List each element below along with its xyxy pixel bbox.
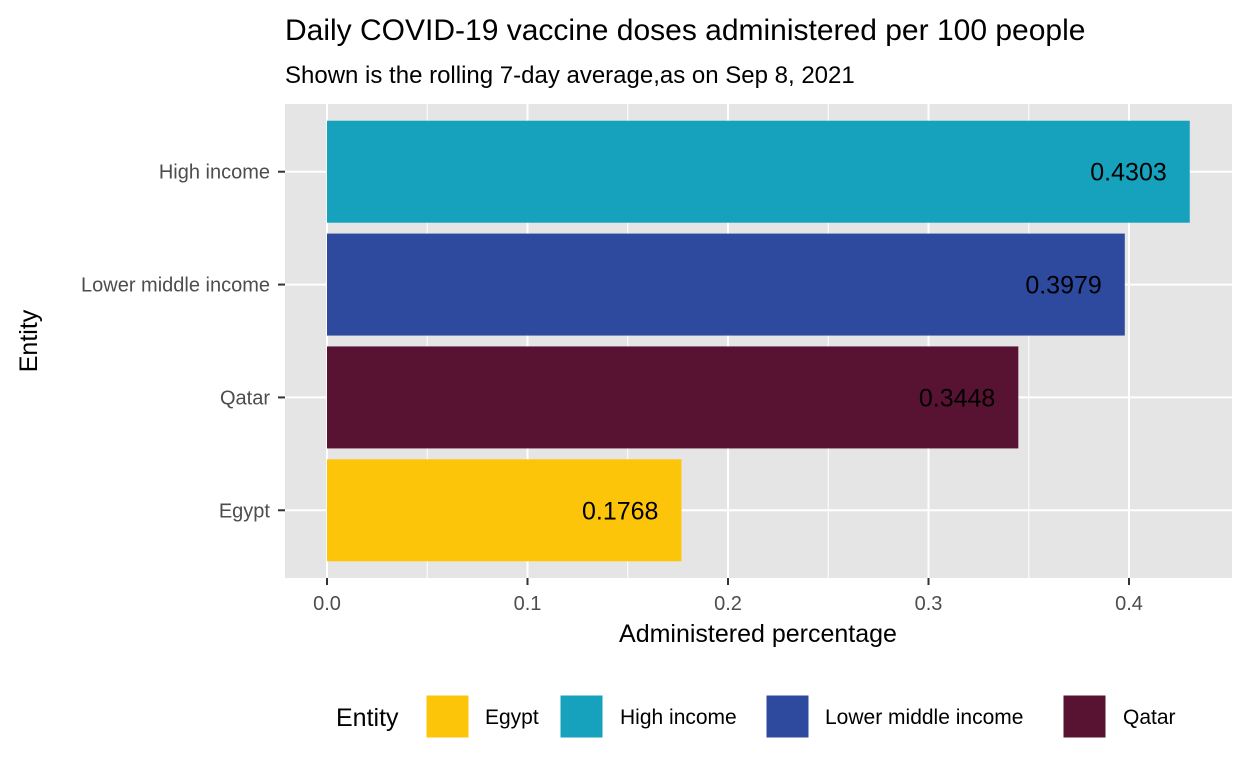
bar xyxy=(327,459,682,562)
bar xyxy=(327,233,1125,336)
y-tick-label: Qatar xyxy=(220,387,270,409)
y-axis: High income Lower middle income Qatar Egypt xyxy=(81,162,285,522)
y-tick-label: High income xyxy=(159,162,270,184)
legend-key xyxy=(425,694,470,739)
bar-value-label: 0.3979 xyxy=(1025,272,1101,300)
x-tick-label: 0.4 xyxy=(1115,593,1143,615)
legend-entries: Egypt High income Lower middle income Qatar xyxy=(425,694,1176,739)
bar-value-labels: 0.4303 0.3979 0.3448 0.1768 xyxy=(582,159,1167,526)
legend-label: Lower middle income xyxy=(825,706,1023,729)
legend-key xyxy=(1062,694,1107,739)
bars xyxy=(327,120,1190,562)
bar xyxy=(327,346,1019,449)
x-tick-label: 0.2 xyxy=(714,593,742,615)
legend-label: Qatar xyxy=(1123,706,1176,729)
legend-label: Egypt xyxy=(485,706,539,729)
y-axis-title: Entity xyxy=(15,309,43,372)
legend-key xyxy=(559,694,604,739)
bar-value-label: 0.1768 xyxy=(582,497,658,525)
x-tick-label: 0.3 xyxy=(915,593,943,615)
bar xyxy=(327,120,1190,223)
bar-value-label: 0.4303 xyxy=(1090,159,1166,187)
chart-subtitle: Shown is the rolling 7-day average,as on… xyxy=(285,62,855,89)
legend-title: Entity xyxy=(336,704,399,732)
legend-key xyxy=(765,694,810,739)
x-axis: 0.0 0.1 0.2 0.3 0.4 xyxy=(313,578,1143,615)
chart-title: Daily COVID-19 vaccine doses administere… xyxy=(285,14,1085,47)
legend: Entity Egypt High income Lower middle inco… xyxy=(336,694,1176,739)
bar-value-label: 0.3448 xyxy=(919,384,995,412)
y-tick-label: Lower middle income xyxy=(81,275,270,297)
legend-label: High income xyxy=(620,706,737,729)
x-tick-label: 0.1 xyxy=(514,593,542,615)
x-axis-title: Administered percentage xyxy=(619,620,897,648)
x-tick-label: 0.0 xyxy=(313,593,341,615)
y-tick-label: Egypt xyxy=(219,500,271,522)
